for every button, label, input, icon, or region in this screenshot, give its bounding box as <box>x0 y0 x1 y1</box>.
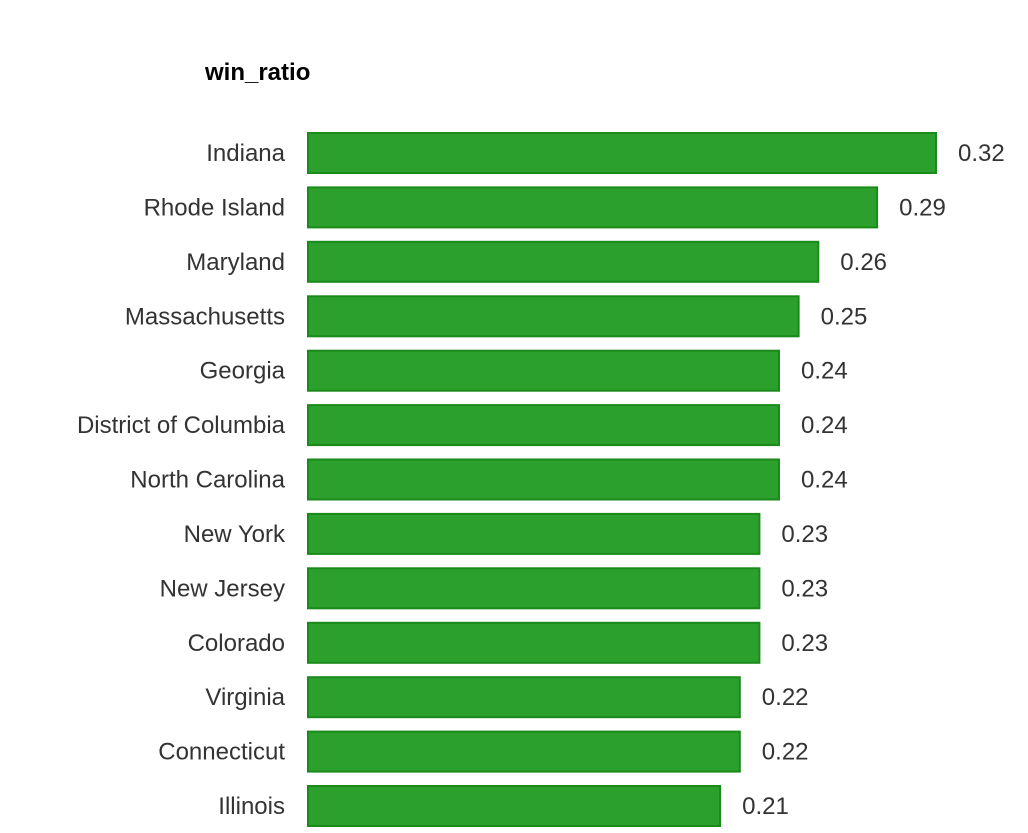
value-label: 0.22 <box>762 739 809 766</box>
category-label: North Carolina <box>130 467 285 494</box>
bar <box>307 295 800 338</box>
bars-group <box>307 132 937 827</box>
category-label: Connecticut <box>158 739 285 766</box>
bar <box>307 676 741 719</box>
bar <box>307 349 780 392</box>
bar <box>307 567 761 610</box>
category-label: New Jersey <box>160 575 285 602</box>
bar <box>307 512 761 555</box>
value-label: 0.23 <box>781 630 828 657</box>
category-label: Virginia <box>205 684 285 711</box>
bar <box>307 132 937 174</box>
bar <box>307 458 780 501</box>
category-label: New York <box>184 521 286 548</box>
bar <box>307 404 780 447</box>
value-label: 0.23 <box>781 575 828 602</box>
chart-title: win_ratio <box>204 59 310 86</box>
bar <box>307 186 879 229</box>
value-labels-group: 0.32 0.29 0.26 0.25 0.24 0.24 0.24 0.23 0.23 0.23… <box>742 140 1005 820</box>
category-label: Indiana <box>206 140 285 167</box>
value-label: 0.25 <box>821 303 868 330</box>
category-labels-group: Indiana Rhode Island Maryland Massachusetts… <box>77 140 286 820</box>
value-label: 0.22 <box>762 684 809 711</box>
bar <box>307 785 722 827</box>
category-label: District of Columbia <box>77 412 286 439</box>
category-label: Rhode Island <box>144 194 285 221</box>
bar <box>307 730 741 773</box>
value-label: 0.29 <box>899 194 946 221</box>
category-label: Illinois <box>218 793 285 820</box>
value-label: 0.23 <box>781 521 828 548</box>
value-label: 0.26 <box>840 249 887 276</box>
value-label: 0.24 <box>801 358 848 385</box>
category-label: Massachusetts <box>125 303 285 330</box>
category-label: Colorado <box>188 630 285 657</box>
category-label: Georgia <box>200 358 286 385</box>
bar <box>307 240 820 283</box>
value-label: 0.32 <box>958 140 1005 167</box>
value-label: 0.21 <box>742 793 789 820</box>
bar <box>307 621 761 664</box>
category-label: Maryland <box>186 249 285 276</box>
value-label: 0.24 <box>801 412 848 439</box>
value-label: 0.24 <box>801 467 848 494</box>
